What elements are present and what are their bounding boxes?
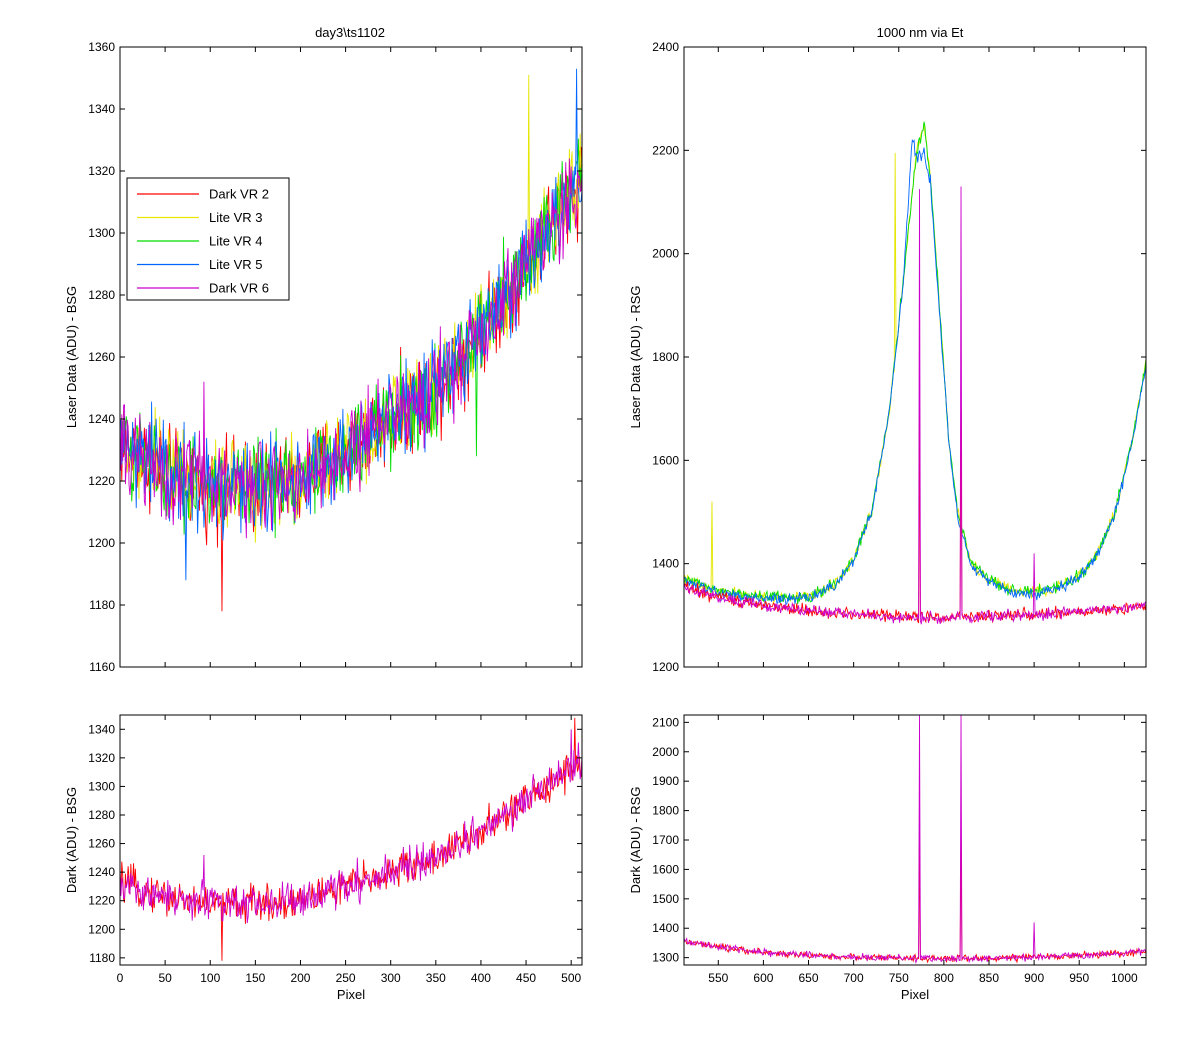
x-tick-label: 400	[471, 971, 491, 985]
x-axis-label: Pixel	[337, 987, 365, 1002]
x-tick-label: 750	[889, 971, 909, 985]
y-tick-label: 1400	[652, 921, 679, 935]
y-tick-label: 1240	[88, 865, 115, 879]
y-tick-label: 1500	[652, 892, 679, 906]
x-tick-label: 450	[516, 971, 536, 985]
panel-bottom-left: 0 50 100 150 200 250 300 350 400 450 500 1180 1200 12…	[64, 714, 583, 1002]
y-tick-label: 1340	[88, 722, 115, 736]
y-tick-label: 1280	[88, 808, 115, 822]
legend-label: Dark VR 6	[209, 281, 269, 296]
left-title: day3\ts1102	[315, 25, 385, 40]
x-tick-label: 600	[753, 971, 773, 985]
x-tick-label: 200	[290, 971, 310, 985]
series-line-dark-vr-6	[120, 729, 582, 924]
y-tick-label: 1280	[88, 288, 115, 302]
legend: Dark VR 2 Lite VR 3 Lite VR 4 Lite VR 5 Dark…	[126, 177, 290, 301]
y-tick-label: 2000	[652, 745, 679, 759]
x-tick-label: 250	[336, 971, 356, 985]
y-tick-label: 1300	[652, 951, 679, 965]
plot-area	[120, 47, 582, 667]
plot-area	[684, 715, 1146, 965]
y-axis-label: Dark (ADU) - RSG	[628, 787, 643, 894]
series-group	[684, 121, 1146, 625]
y-tick-label: 1320	[88, 751, 115, 765]
x-tick-label: 50	[158, 971, 172, 985]
y-tick-label: 1800	[652, 804, 679, 818]
legend-box	[126, 177, 290, 301]
series-group	[684, 715, 1146, 965]
y-tick-label: 1200	[88, 922, 115, 936]
x-tick-label: 300	[381, 971, 401, 985]
y-tick-label: 1220	[88, 894, 115, 908]
x-tick-label: 700	[844, 971, 864, 985]
y-axis-label: Laser Data (ADU) - RSG	[628, 285, 643, 428]
series-group	[120, 68, 582, 612]
x-tick-label: 1000	[1111, 971, 1138, 985]
y-tick-label: 1180	[89, 598, 115, 612]
y-tick-label: 1800	[652, 350, 679, 364]
y-axis-label: Dark (ADU) - BSG	[64, 787, 79, 893]
y-tick-label: 1900	[652, 774, 679, 788]
y-tick-label: 1360	[88, 40, 115, 54]
x-tick-label: 100	[200, 971, 220, 985]
legend-label: Lite VR 4	[209, 234, 262, 249]
y-tick-label: 1260	[88, 837, 115, 851]
y-tick-label: 1200	[652, 660, 679, 674]
plot-area	[120, 715, 582, 965]
axes-frame	[119, 714, 583, 966]
plot-bottom-right: 550 600 650 700 750 800 850 900 950 1000 1300 1400 1…	[628, 714, 1147, 1002]
panel-top-right: 1000 nm via Et 1200 1400 1600 1800 2000 2200 2…	[628, 25, 1147, 674]
panel-bottom-right: 550 600 650 700 750 800 850 900 950 1000 1300 1400 1…	[628, 714, 1147, 1002]
plot-bottom-left: 0 50 100 150 200 250 300 350 400 450 500 1180 1200 12…	[64, 714, 583, 1002]
legend-label: Lite VR 3	[209, 210, 262, 225]
series-group	[120, 717, 582, 961]
y-tick-label: 1180	[89, 951, 115, 965]
y-tick-label: 1320	[88, 164, 115, 178]
y-tick-label: 1220	[88, 474, 115, 488]
series-line-dark-vr-6	[120, 158, 582, 539]
y-tick-label: 1300	[88, 226, 115, 240]
y-tick-label: 1400	[652, 557, 679, 571]
y-tick-label: 2100	[652, 715, 679, 729]
x-tick-label: 500	[561, 971, 581, 985]
y-axis-label: Laser Data (ADU) - BSG	[64, 286, 79, 428]
plot-top-left: 1160 1180 1200 1220 1240 1260 1280 1300 1320 1340…	[64, 40, 583, 674]
y-tick-label: 1600	[652, 862, 679, 876]
series-line-dark-vr-6	[684, 715, 1146, 965]
plot-top-right: 1200 1400 1600 1800 2000 2200 2400 Laser Data (…	[628, 40, 1147, 674]
y-tick-label: 2000	[652, 247, 679, 261]
x-tick-label: 900	[1024, 971, 1044, 985]
panel-top-left: day3\ts1102 1160 1180 1200 1220 1240 1260 1280…	[64, 25, 583, 674]
x-tick-label: 150	[245, 971, 265, 985]
x-tick-label: 950	[1069, 971, 1089, 985]
y-tick-label: 1600	[652, 453, 679, 467]
x-tick-label: 650	[799, 971, 819, 985]
y-tick-label: 2200	[652, 143, 679, 157]
legend-label: Lite VR 5	[209, 257, 262, 272]
x-tick-label: 550	[708, 971, 728, 985]
x-axis-label: Pixel	[901, 987, 929, 1002]
legend-label: Dark VR 2	[209, 187, 269, 202]
series-line-dark-vr-6	[684, 186, 1146, 625]
y-tick-label: 1240	[88, 412, 115, 426]
x-tick-label: 800	[934, 971, 954, 985]
y-tick-label: 1340	[88, 102, 115, 116]
y-tick-label: 1160	[89, 660, 115, 674]
y-tick-label: 2400	[652, 40, 679, 54]
y-tick-label: 1260	[88, 350, 115, 364]
y-tick-label: 1300	[88, 779, 115, 793]
x-tick-label: 350	[426, 971, 446, 985]
x-tick-label: 0	[117, 971, 124, 985]
y-tick-label: 1200	[88, 536, 115, 550]
series-line-lite-vr-5	[684, 138, 1146, 606]
right-title: 1000 nm via Et	[877, 25, 964, 40]
x-tick-label: 850	[979, 971, 999, 985]
y-tick-label: 1700	[652, 833, 679, 847]
series-line-dark-vr-2	[684, 831, 1146, 964]
